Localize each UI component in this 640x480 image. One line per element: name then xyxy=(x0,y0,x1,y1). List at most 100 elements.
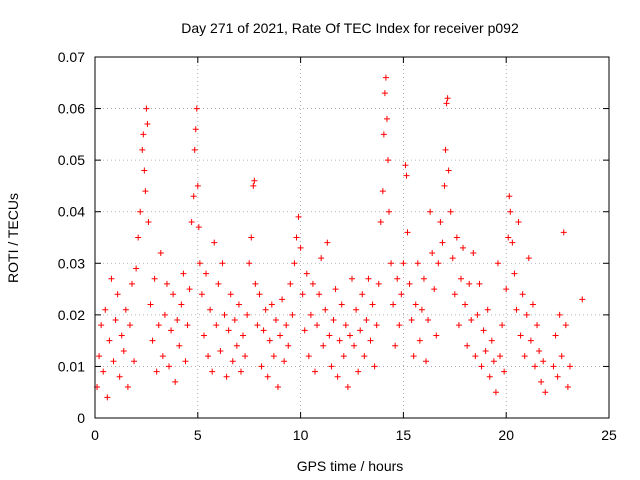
data-point xyxy=(242,353,249,360)
data-point xyxy=(260,327,267,334)
data-point xyxy=(379,188,386,195)
data-point xyxy=(511,270,518,277)
data-point xyxy=(180,270,187,277)
data-point xyxy=(190,193,197,200)
data-point xyxy=(346,332,353,339)
data-point xyxy=(100,368,107,375)
data-point xyxy=(229,358,236,365)
data-point xyxy=(490,358,497,365)
data-point xyxy=(542,389,549,396)
data-point xyxy=(141,167,148,174)
data-point xyxy=(287,280,294,287)
data-point xyxy=(404,229,411,236)
data-point xyxy=(195,224,202,231)
data-point xyxy=(507,208,514,215)
data-point xyxy=(386,208,393,215)
data-point xyxy=(566,363,573,370)
data-point xyxy=(139,146,146,153)
data-point xyxy=(174,317,181,324)
data-point xyxy=(264,373,271,380)
data-point xyxy=(293,234,300,241)
data-point xyxy=(135,234,142,241)
data-point xyxy=(363,317,370,324)
data-point xyxy=(429,249,436,256)
data-point xyxy=(301,327,308,334)
data-point xyxy=(289,311,296,318)
data-point xyxy=(355,368,362,375)
data-point xyxy=(326,332,333,339)
data-point xyxy=(297,244,304,251)
data-point xyxy=(513,306,520,313)
data-point xyxy=(351,342,358,349)
data-point xyxy=(291,260,298,267)
data-point xyxy=(235,301,242,308)
data-point xyxy=(392,342,399,349)
data-point xyxy=(131,358,138,365)
data-point xyxy=(497,353,504,360)
data-point xyxy=(217,347,224,354)
data-point xyxy=(219,260,226,267)
data-point xyxy=(237,368,244,375)
data-point xyxy=(384,157,391,164)
data-point xyxy=(560,229,567,236)
data-point xyxy=(455,322,462,329)
data-point xyxy=(246,260,253,267)
data-point xyxy=(342,322,349,329)
data-point xyxy=(492,389,499,396)
data-point xyxy=(144,121,151,128)
x-tick-label: 20 xyxy=(498,427,514,443)
data-point xyxy=(447,208,454,215)
data-point xyxy=(205,353,212,360)
data-point xyxy=(423,358,430,365)
data-point xyxy=(170,291,177,298)
data-point xyxy=(114,291,121,298)
data-point xyxy=(381,90,388,97)
data-point xyxy=(186,286,193,293)
data-point xyxy=(435,260,442,267)
data-point xyxy=(184,322,191,329)
data-point xyxy=(505,234,512,241)
data-point xyxy=(369,301,376,308)
data-point xyxy=(118,332,125,339)
data-point xyxy=(112,317,119,324)
data-point xyxy=(468,317,475,324)
data-point xyxy=(281,358,288,365)
y-tick-label: 0.05 xyxy=(58,152,85,168)
data-point xyxy=(233,342,240,349)
data-point xyxy=(394,275,401,282)
chart-title: Day 271 of 2021, Rate Of TEC Index for r… xyxy=(181,20,519,36)
plot-frame xyxy=(94,56,610,419)
data-point xyxy=(279,296,286,303)
data-point xyxy=(462,301,469,308)
data-point xyxy=(359,291,366,298)
data-point xyxy=(538,378,545,385)
axis-ticks: 0 5 10 15 20 25 0 0.01 0.02 0.03 0.04 0.05 0.06 0.07 xyxy=(58,49,617,443)
data-point xyxy=(250,182,257,189)
data-point xyxy=(529,301,536,308)
data-point xyxy=(299,291,306,298)
data-point xyxy=(320,342,327,349)
data-point xyxy=(159,353,166,360)
data-point xyxy=(554,373,561,380)
data-point xyxy=(519,291,526,298)
data-point xyxy=(328,363,335,370)
data-point xyxy=(256,291,263,298)
data-point xyxy=(523,311,530,318)
data-point xyxy=(406,280,413,287)
data-point xyxy=(525,255,532,262)
data-point xyxy=(552,332,559,339)
data-point xyxy=(151,275,158,282)
data-point xyxy=(311,368,318,375)
data-point xyxy=(344,384,351,391)
data-point xyxy=(96,353,103,360)
data-point xyxy=(124,384,131,391)
gridlines xyxy=(95,57,609,418)
data-point xyxy=(223,373,230,380)
data-point xyxy=(375,280,382,287)
data-point xyxy=(521,353,528,360)
data-point xyxy=(556,311,563,318)
data-point xyxy=(383,115,390,122)
data-point xyxy=(168,327,175,334)
data-point xyxy=(400,260,407,267)
